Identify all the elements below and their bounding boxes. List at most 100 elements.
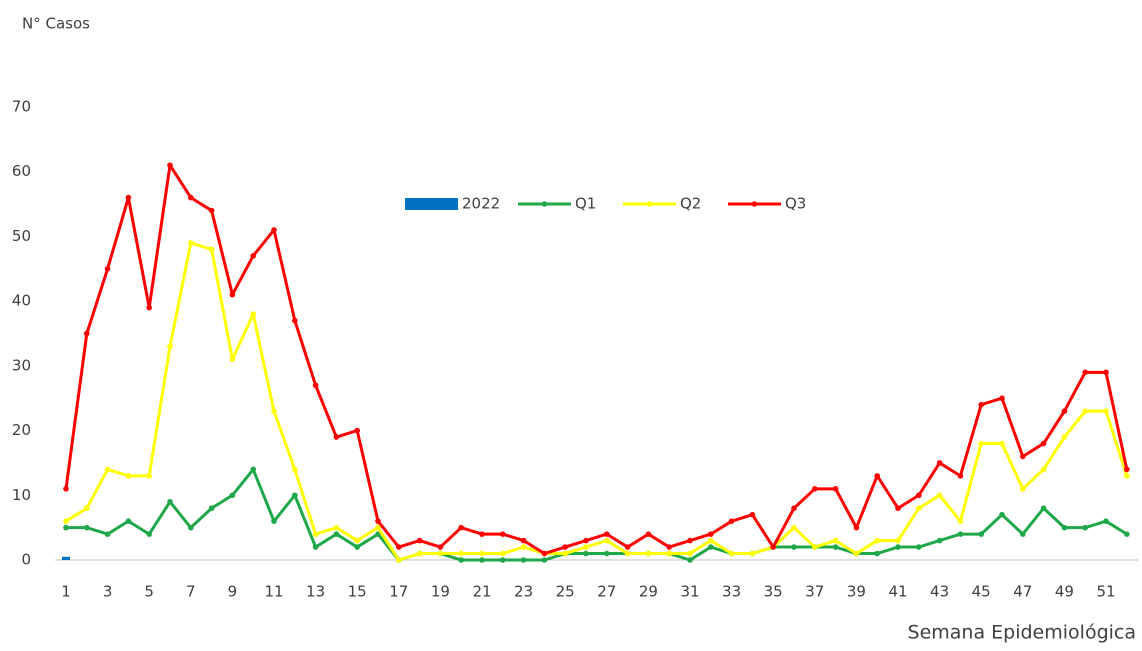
point: [562, 550, 568, 557]
point: [895, 537, 901, 544]
point: [1061, 434, 1068, 440]
point: [271, 518, 277, 524]
point: [687, 557, 693, 563]
point: [604, 537, 610, 544]
x-tick-label: 17: [389, 583, 408, 601]
point: [104, 466, 111, 473]
point: [832, 544, 839, 550]
point: [708, 531, 714, 537]
point: [396, 544, 402, 550]
y-tick-label: 0: [21, 551, 31, 569]
x-tick-label: 3: [103, 583, 113, 601]
y-tick-label: 10: [12, 486, 31, 504]
point: [1040, 505, 1047, 512]
point: [375, 531, 381, 537]
point: [687, 537, 693, 544]
point: [812, 486, 818, 492]
point: [146, 304, 152, 311]
point: [541, 557, 548, 563]
point: [84, 505, 90, 512]
point: [957, 518, 964, 524]
point: [292, 492, 298, 499]
x-tick-label: 51: [1096, 583, 1115, 601]
point: [208, 246, 215, 253]
point: [125, 473, 132, 479]
point: [333, 531, 340, 537]
point: [333, 524, 340, 531]
point: [1040, 466, 1047, 473]
point: [479, 557, 485, 563]
x-tick-label: 31: [680, 583, 699, 601]
y-tick-label: 50: [12, 227, 31, 245]
series-line: [66, 467, 1128, 562]
legend-marker: [646, 201, 653, 207]
point: [978, 401, 984, 408]
point: [63, 486, 69, 492]
legend-marker: [751, 201, 758, 207]
point: [957, 531, 964, 537]
legend-label: 2022: [462, 195, 500, 213]
point: [167, 162, 173, 169]
point: [853, 524, 860, 531]
y-tick-label: 30: [12, 356, 31, 374]
x-tick-label: 33: [722, 583, 741, 601]
point: [312, 544, 319, 550]
point: [375, 524, 381, 531]
point: [812, 544, 818, 550]
point: [895, 505, 901, 512]
x-tick-label: 47: [1013, 583, 1032, 601]
point: [250, 311, 256, 317]
point: [479, 531, 485, 537]
point: [520, 537, 527, 544]
y-tick-label: 40: [12, 292, 31, 310]
point: [583, 550, 589, 557]
series-line: [64, 163, 1129, 556]
x-tick-label: 13: [306, 583, 325, 601]
legend-swatch: [405, 198, 458, 210]
legend-label: Q1: [575, 195, 596, 213]
point: [229, 291, 236, 298]
x-tick-label: 21: [472, 583, 491, 601]
point: [791, 505, 797, 512]
point: [708, 537, 714, 544]
point: [666, 544, 672, 550]
y-tick-label: 70: [12, 98, 31, 116]
point: [936, 537, 943, 544]
x-tick-label: 1: [61, 583, 71, 601]
point: [167, 498, 173, 505]
point: [604, 531, 610, 537]
point: [978, 440, 984, 447]
x-tick-label: 19: [431, 583, 450, 601]
point: [146, 531, 152, 537]
point: [874, 473, 880, 479]
point: [562, 544, 568, 550]
point: [458, 550, 465, 557]
point: [645, 531, 652, 537]
x-axis-title: Semana Epidemiológica: [908, 622, 1136, 644]
point: [749, 511, 756, 518]
point: [396, 557, 402, 563]
point: [271, 408, 277, 414]
point: [63, 518, 69, 524]
x-tick-label: 37: [805, 583, 824, 601]
point: [1103, 408, 1109, 414]
point: [333, 434, 340, 440]
x-tick-label: 11: [264, 583, 283, 601]
point: [1020, 531, 1026, 537]
point: [500, 531, 506, 537]
point: [874, 537, 880, 544]
point: [500, 557, 506, 563]
point: [250, 466, 256, 473]
x-tick-label: 7: [186, 583, 196, 601]
point: [125, 518, 132, 524]
x-tick-label: 41: [888, 583, 907, 601]
point: [479, 550, 485, 557]
point: [520, 557, 527, 563]
point: [624, 544, 631, 550]
y-tick-label: 60: [12, 162, 31, 180]
point: [957, 473, 964, 479]
point: [354, 544, 361, 550]
point: [708, 544, 714, 550]
point: [437, 544, 444, 550]
point: [354, 537, 361, 544]
